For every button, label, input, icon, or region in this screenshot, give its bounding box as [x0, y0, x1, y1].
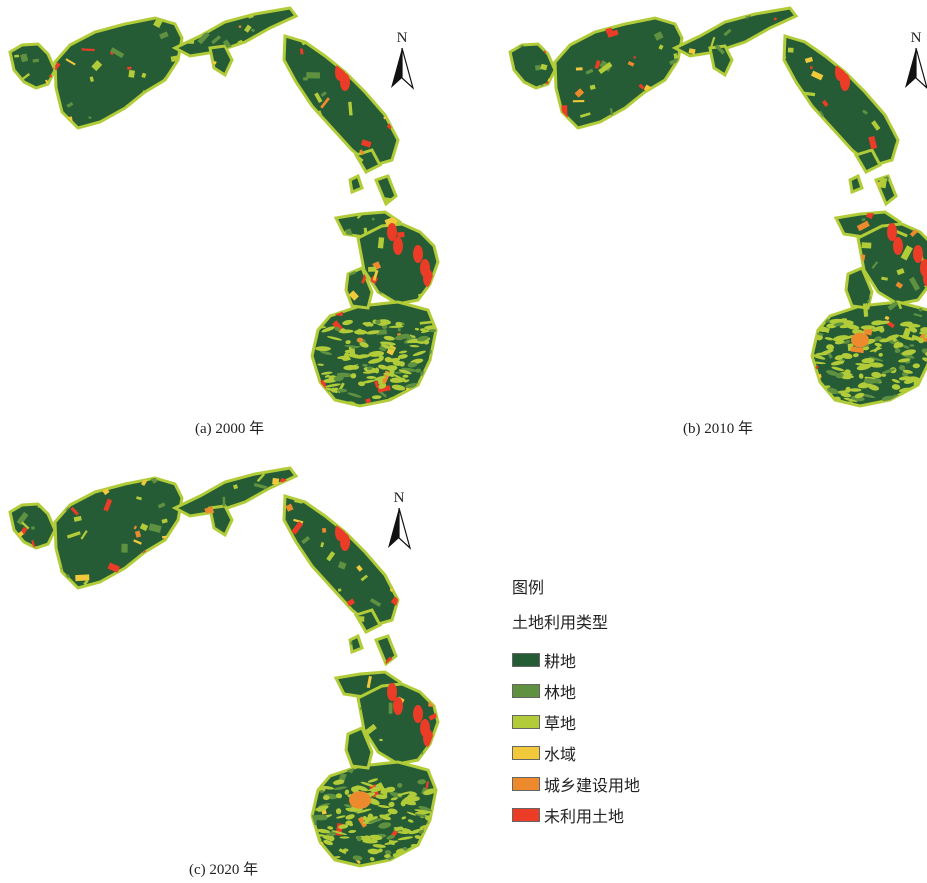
land-use-map-2020 — [8, 466, 440, 868]
north-arrow-icon — [388, 508, 412, 550]
legend-label: 水域 — [544, 744, 577, 764]
region-islet-1 — [353, 148, 383, 174]
legend-item: 草地 — [512, 706, 752, 737]
region-southeast-block — [356, 222, 440, 306]
legend-swatch — [512, 652, 540, 667]
land-use-map-2010 — [508, 6, 927, 408]
urban-patch — [349, 791, 371, 809]
legend-swatch — [512, 683, 540, 698]
region-northern-strip — [671, 6, 799, 58]
region-southeast-block — [856, 222, 927, 306]
legend-label: 城乡建设用地 — [544, 775, 641, 795]
map-panel-2020 — [0, 460, 460, 868]
region-south-connector — [344, 726, 374, 770]
region-northern-strip — [171, 466, 299, 518]
legend-subtitle: 土地利用类型 — [512, 613, 609, 632]
legend-item: 耕地 — [512, 644, 752, 675]
map-panel-2010 — [500, 0, 927, 420]
legend-label: 未利用土地 — [544, 806, 625, 826]
region-islet-3 — [373, 634, 398, 667]
region-islet-2 — [848, 173, 864, 195]
north-arrow-icon — [905, 48, 927, 89]
caption-2000: (a) 2000 年 — [195, 421, 265, 437]
map-panel-2000 — [0, 0, 460, 420]
urban-patch — [357, 337, 363, 343]
legend-swatch — [512, 807, 540, 822]
legend-item: 林地 — [512, 675, 752, 706]
region-eastern-arm — [782, 34, 900, 168]
region-southeast-block — [356, 682, 440, 766]
north-arrow: N — [385, 490, 413, 550]
legend-swatch — [512, 776, 540, 791]
north-label: N — [910, 30, 922, 46]
map-legend: 图例 土地利用类型 耕地林地草地水域城乡建设用地 未利用土地 — [512, 574, 752, 830]
region-south-connector — [844, 266, 874, 310]
legend-label: 草地 — [544, 713, 577, 733]
legend-label: 林地 — [544, 682, 577, 702]
land-use-map-2000 — [8, 6, 440, 408]
legend-swatch — [512, 745, 540, 760]
region-islet-2 — [348, 173, 364, 195]
north-label: N — [393, 490, 405, 506]
legend-item: 未利用土地 — [512, 799, 752, 830]
north-arrow-icon — [391, 48, 415, 90]
north-arrow: N — [388, 30, 416, 90]
caption-2020: (c) 2020 年 — [189, 862, 259, 878]
region-west-lobe — [508, 42, 557, 90]
caption-2010: (b) 2010 年 — [683, 421, 753, 437]
legend-label: 耕地 — [544, 651, 577, 671]
region-eastern-arm — [282, 494, 400, 628]
region-west-lobe — [8, 42, 57, 90]
region-north-small — [208, 504, 234, 538]
legend-item: 城乡建设用地 — [512, 768, 752, 799]
legend-item: 水域 — [512, 737, 752, 768]
urban-patch — [851, 332, 869, 348]
legend-swatch — [512, 714, 540, 729]
region-eastern-arm — [282, 34, 400, 168]
region-islet-1 — [353, 608, 383, 634]
region-northwest-block — [53, 476, 184, 590]
north-arrow: N — [902, 30, 927, 90]
region-north-small — [208, 44, 234, 78]
region-north-small — [708, 44, 734, 78]
region-northern-strip — [171, 6, 299, 58]
region-islet-3 — [373, 174, 398, 207]
north-label: N — [396, 30, 408, 46]
region-islet-1 — [853, 148, 883, 174]
legend-title: 图例 — [512, 578, 545, 597]
